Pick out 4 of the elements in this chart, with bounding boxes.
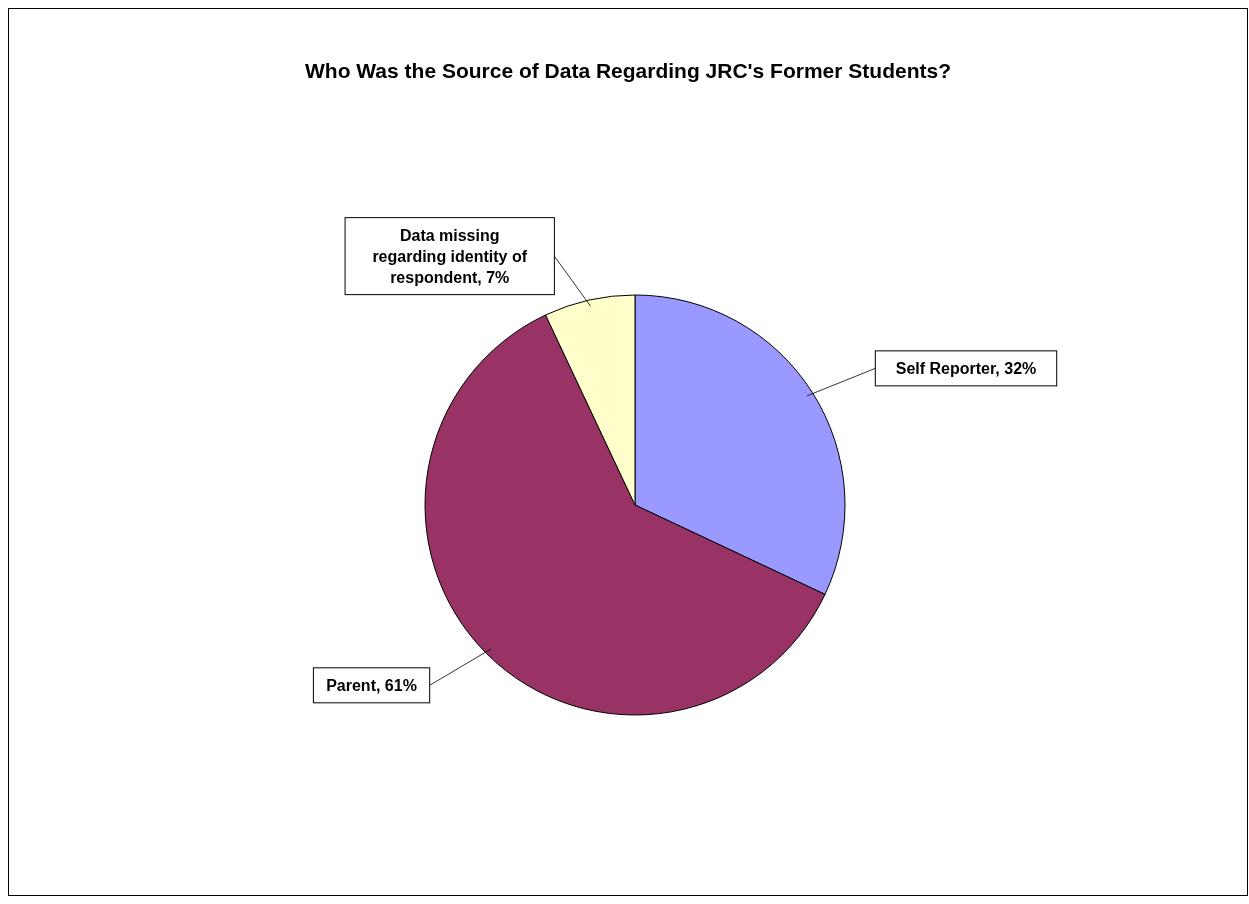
chart-title: Who Was the Source of Data Regarding JRC's Former Students?: [305, 59, 951, 82]
slice-label: Data missing regarding identity of respondent, 7%: [372, 226, 528, 286]
slice-label: Parent, 61%: [326, 676, 417, 694]
slice-label: Self Reporter, 32%: [895, 359, 1037, 377]
